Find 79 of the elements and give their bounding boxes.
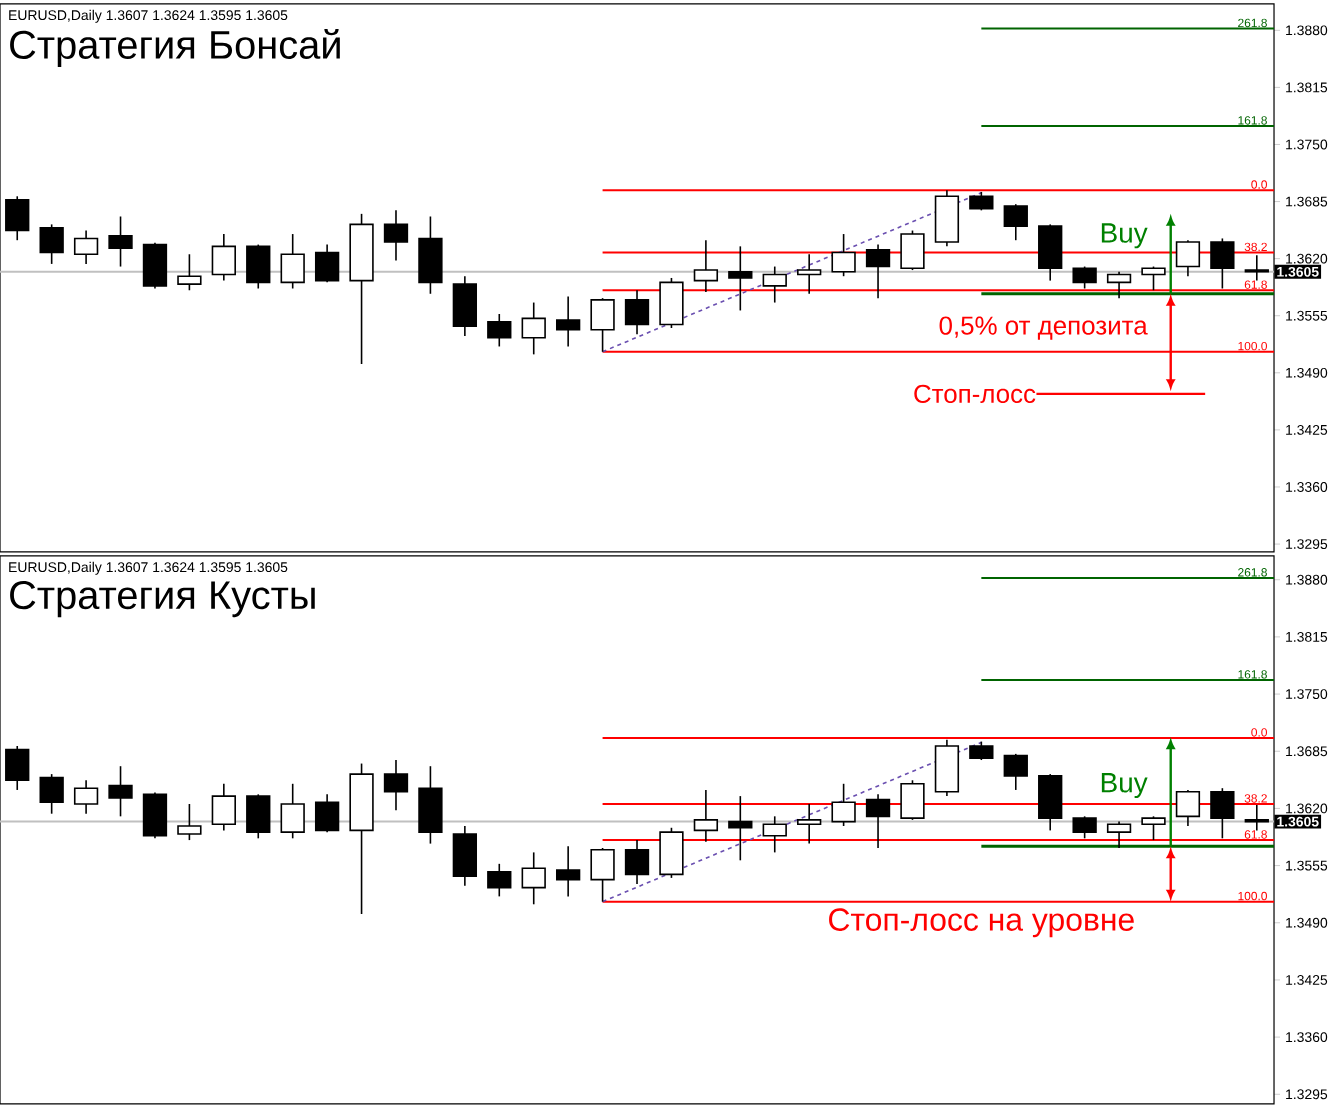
candlestick	[969, 740, 994, 761]
candlestick	[73, 229, 99, 265]
candlestick	[865, 793, 891, 849]
annotation: Стоп-лосс на уровне	[829, 908, 1134, 938]
candlestick	[1072, 265, 1097, 290]
candlestick	[762, 265, 787, 304]
candlestick	[108, 765, 133, 818]
candlestick	[831, 782, 856, 827]
candlestick	[314, 793, 340, 833]
candlestick	[555, 845, 581, 898]
candlestick	[831, 233, 856, 278]
candlestick	[659, 826, 684, 879]
candlestick	[177, 803, 202, 841]
candlestick	[1038, 773, 1063, 832]
candlestick	[39, 773, 64, 815]
candlestick	[211, 782, 236, 832]
candlestick	[39, 223, 64, 265]
candlestick	[383, 759, 409, 811]
candlestick	[142, 791, 168, 840]
candlestick	[969, 191, 994, 212]
candlestick	[934, 189, 960, 248]
text: Стратегия Бонсай	[10, 29, 340, 67]
candlestick	[762, 815, 787, 854]
candlestick	[1072, 815, 1097, 840]
candlestick	[487, 863, 512, 898]
candlestick	[142, 242, 168, 290]
candlestick	[659, 277, 684, 329]
candlestick	[1244, 254, 1269, 282]
candlestick	[900, 229, 925, 271]
candlestick	[590, 297, 615, 353]
candlestick	[177, 253, 202, 292]
candlestick	[1106, 820, 1132, 849]
candlestick	[383, 209, 409, 262]
candlestick	[728, 245, 753, 312]
candlestick	[1210, 787, 1235, 840]
annotation: 0,5% от депозита	[939, 316, 1148, 340]
candlestick	[624, 839, 650, 885]
candlestick	[1106, 271, 1132, 299]
candlestick	[418, 765, 443, 845]
candlestick	[1244, 804, 1269, 832]
candlestick	[5, 195, 30, 241]
candlestick	[521, 301, 546, 356]
candlestick	[418, 215, 443, 295]
candlestick	[246, 243, 271, 290]
candlestick	[73, 779, 99, 815]
candlestick	[1210, 237, 1235, 290]
candlestick	[1141, 815, 1166, 841]
text: Стратегия Кусты	[10, 581, 315, 618]
candlestick	[452, 825, 478, 887]
candlestick	[693, 789, 719, 843]
candlestick	[211, 233, 236, 282]
candlestick	[487, 313, 512, 348]
candlestick	[1038, 223, 1063, 282]
candlestick	[1175, 239, 1201, 278]
candlestick	[590, 847, 615, 903]
candlestick	[521, 851, 546, 906]
candlestick	[452, 275, 478, 337]
candlestick	[900, 779, 925, 821]
candlestick	[1003, 203, 1028, 241]
candlestick	[1175, 789, 1201, 827]
candlestick	[693, 239, 719, 293]
candlestick	[797, 803, 822, 845]
annotation: Buy	[1101, 773, 1148, 799]
candlestick	[865, 243, 891, 299]
candlestick	[280, 782, 305, 840]
candlestick	[280, 233, 305, 290]
candlestick	[5, 745, 30, 791]
candlestick	[555, 295, 581, 348]
annotation: Buy	[1101, 223, 1148, 249]
candlestick	[108, 215, 133, 268]
candlestick	[1141, 265, 1166, 292]
candlestick	[314, 243, 340, 284]
candlestick	[246, 793, 271, 840]
annotation: Стоп-лосс	[914, 384, 1036, 404]
candlestick	[934, 739, 960, 797]
candlestick	[624, 289, 650, 335]
candlestick	[1003, 753, 1028, 791]
candlestick	[797, 253, 822, 295]
candlestick	[728, 795, 753, 862]
